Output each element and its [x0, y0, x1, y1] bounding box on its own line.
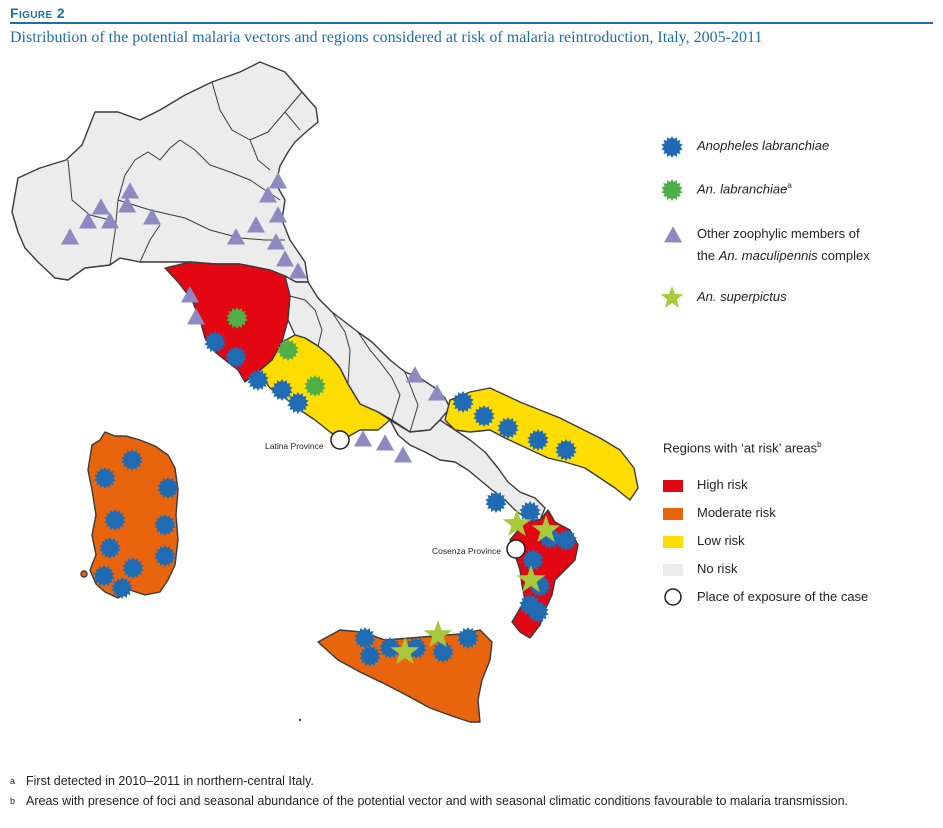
labranchiae-marker	[457, 627, 479, 649]
labranchiae-marker	[527, 601, 549, 623]
sardinia-islet	[80, 570, 88, 578]
labranchiae-marker	[432, 641, 454, 663]
labranchiae-marker	[452, 391, 474, 413]
title-rule	[10, 22, 933, 24]
legend-icon-blue-burst	[661, 136, 683, 158]
legend-icon-layer	[660, 136, 684, 606]
maculipennis-marker	[259, 186, 277, 203]
maculipennis-marker	[143, 208, 161, 225]
map-dot	[298, 718, 302, 722]
maculipennis-marker	[406, 366, 424, 383]
figure-label: Figure 2	[10, 5, 66, 21]
region-layer	[11, 61, 639, 723]
labranchiae-new-marker	[304, 375, 326, 397]
labranchiae-marker	[154, 545, 176, 567]
superpictus-marker	[502, 509, 532, 537]
exposure-place-cosenza	[506, 539, 526, 559]
legend-swatch-no-risk	[663, 564, 683, 576]
legend-icon-green-burst	[661, 179, 683, 201]
labranchiae-new-marker	[226, 307, 248, 329]
labranchiae-marker	[154, 514, 176, 536]
maculipennis-marker	[354, 430, 372, 447]
maculipennis-marker	[428, 384, 446, 401]
legend-label-low-risk: Low risk	[697, 533, 745, 548]
labranchiae-marker	[157, 477, 179, 499]
maculipennis-marker	[61, 228, 79, 245]
maculipennis-marker	[101, 212, 119, 229]
labranchiae-marker	[485, 491, 507, 513]
labranchiae-marker	[94, 467, 116, 489]
maculipennis-marker	[121, 182, 139, 199]
labranchiae-marker	[555, 529, 577, 551]
legend-regions-heading: Regions with ‘at risk’ areasb	[663, 440, 822, 456]
labranchiae-marker	[497, 417, 519, 439]
exposure-place-latina	[330, 430, 350, 450]
place-label-latina: Latina Province	[265, 441, 324, 451]
labranchiae-marker	[122, 557, 144, 579]
superpictus-marker	[423, 620, 453, 648]
labranchiae-new-marker	[277, 339, 299, 361]
maculipennis-marker	[276, 250, 294, 267]
central-internal-borders	[289, 295, 419, 433]
legend-label-maculipennis: Other zoophylic members of the An. macul…	[697, 226, 870, 263]
labranchiae-marker	[287, 392, 309, 414]
legend-swatch-moderate-risk	[663, 508, 683, 520]
legend-label-labranchiae-new: An. labranchiaea	[697, 181, 792, 197]
labranchiae-marker	[359, 645, 381, 667]
maculipennis-marker	[394, 446, 412, 463]
maculipennis-marker	[247, 216, 265, 233]
legend-icon-green-star	[660, 286, 684, 308]
maculipennis-marker	[267, 233, 285, 250]
labranchiae-marker	[527, 429, 549, 451]
superpictus-marker	[390, 637, 420, 665]
labranchiae-marker	[204, 331, 226, 353]
marker-layer	[61, 172, 577, 667]
labranchiae-marker	[121, 449, 143, 471]
legend-swatch-high-risk	[663, 480, 683, 492]
footnote-a: a First detected in 2010–2011 in northern…	[10, 774, 314, 788]
footnote-b: b Areas with presence of foci and seasona…	[10, 794, 848, 808]
maculipennis-marker	[269, 206, 287, 223]
maculipennis-marker	[187, 308, 205, 325]
legend-icon-exposure-circle	[664, 588, 682, 606]
labranchiae-marker	[104, 509, 126, 531]
labranchiae-marker	[93, 565, 115, 587]
north-internal-borders	[67, 81, 303, 266]
superpictus-marker	[516, 565, 546, 593]
labranchiae-marker	[473, 405, 495, 427]
maculipennis-marker	[79, 212, 97, 229]
legend-swatch-low-risk	[663, 536, 683, 548]
labranchiae-marker	[354, 627, 376, 649]
labranchiae-marker	[99, 537, 121, 559]
maculipennis-marker	[289, 262, 307, 279]
labranchiae-marker	[225, 346, 247, 368]
legend-label-moderate-risk: Moderate risk	[697, 505, 776, 520]
maculipennis-marker	[181, 286, 199, 303]
labranchiae-marker	[271, 379, 293, 401]
labranchiae-marker	[519, 501, 541, 523]
legend-label-no-risk: No risk	[697, 561, 738, 576]
legend-label-high-risk: High risk	[697, 477, 748, 492]
labranchiae-marker	[111, 577, 133, 599]
labranchiae-marker	[522, 549, 544, 571]
maculipennis-marker	[269, 172, 287, 189]
maculipennis-marker	[118, 196, 136, 213]
maculipennis-marker	[92, 198, 110, 215]
legend-label-labranchiae: Anopheles labranchiae	[697, 138, 830, 153]
legend-icon-purple-triangle	[664, 226, 682, 243]
superpictus-marker	[531, 515, 561, 543]
maculipennis-marker	[227, 228, 245, 245]
labranchiae-marker	[555, 439, 577, 461]
figure-title: Distribution of the potential malaria ve…	[10, 29, 763, 46]
place-label-cosenza: Cosenza Province	[432, 546, 501, 556]
legend-label-superpictus: An. superpictus	[697, 289, 787, 304]
legend-label-exposure: Place of exposure of the case	[697, 589, 869, 604]
maculipennis-marker	[376, 434, 394, 451]
labranchiae-marker	[247, 369, 269, 391]
labranchiae-marker	[379, 637, 401, 659]
